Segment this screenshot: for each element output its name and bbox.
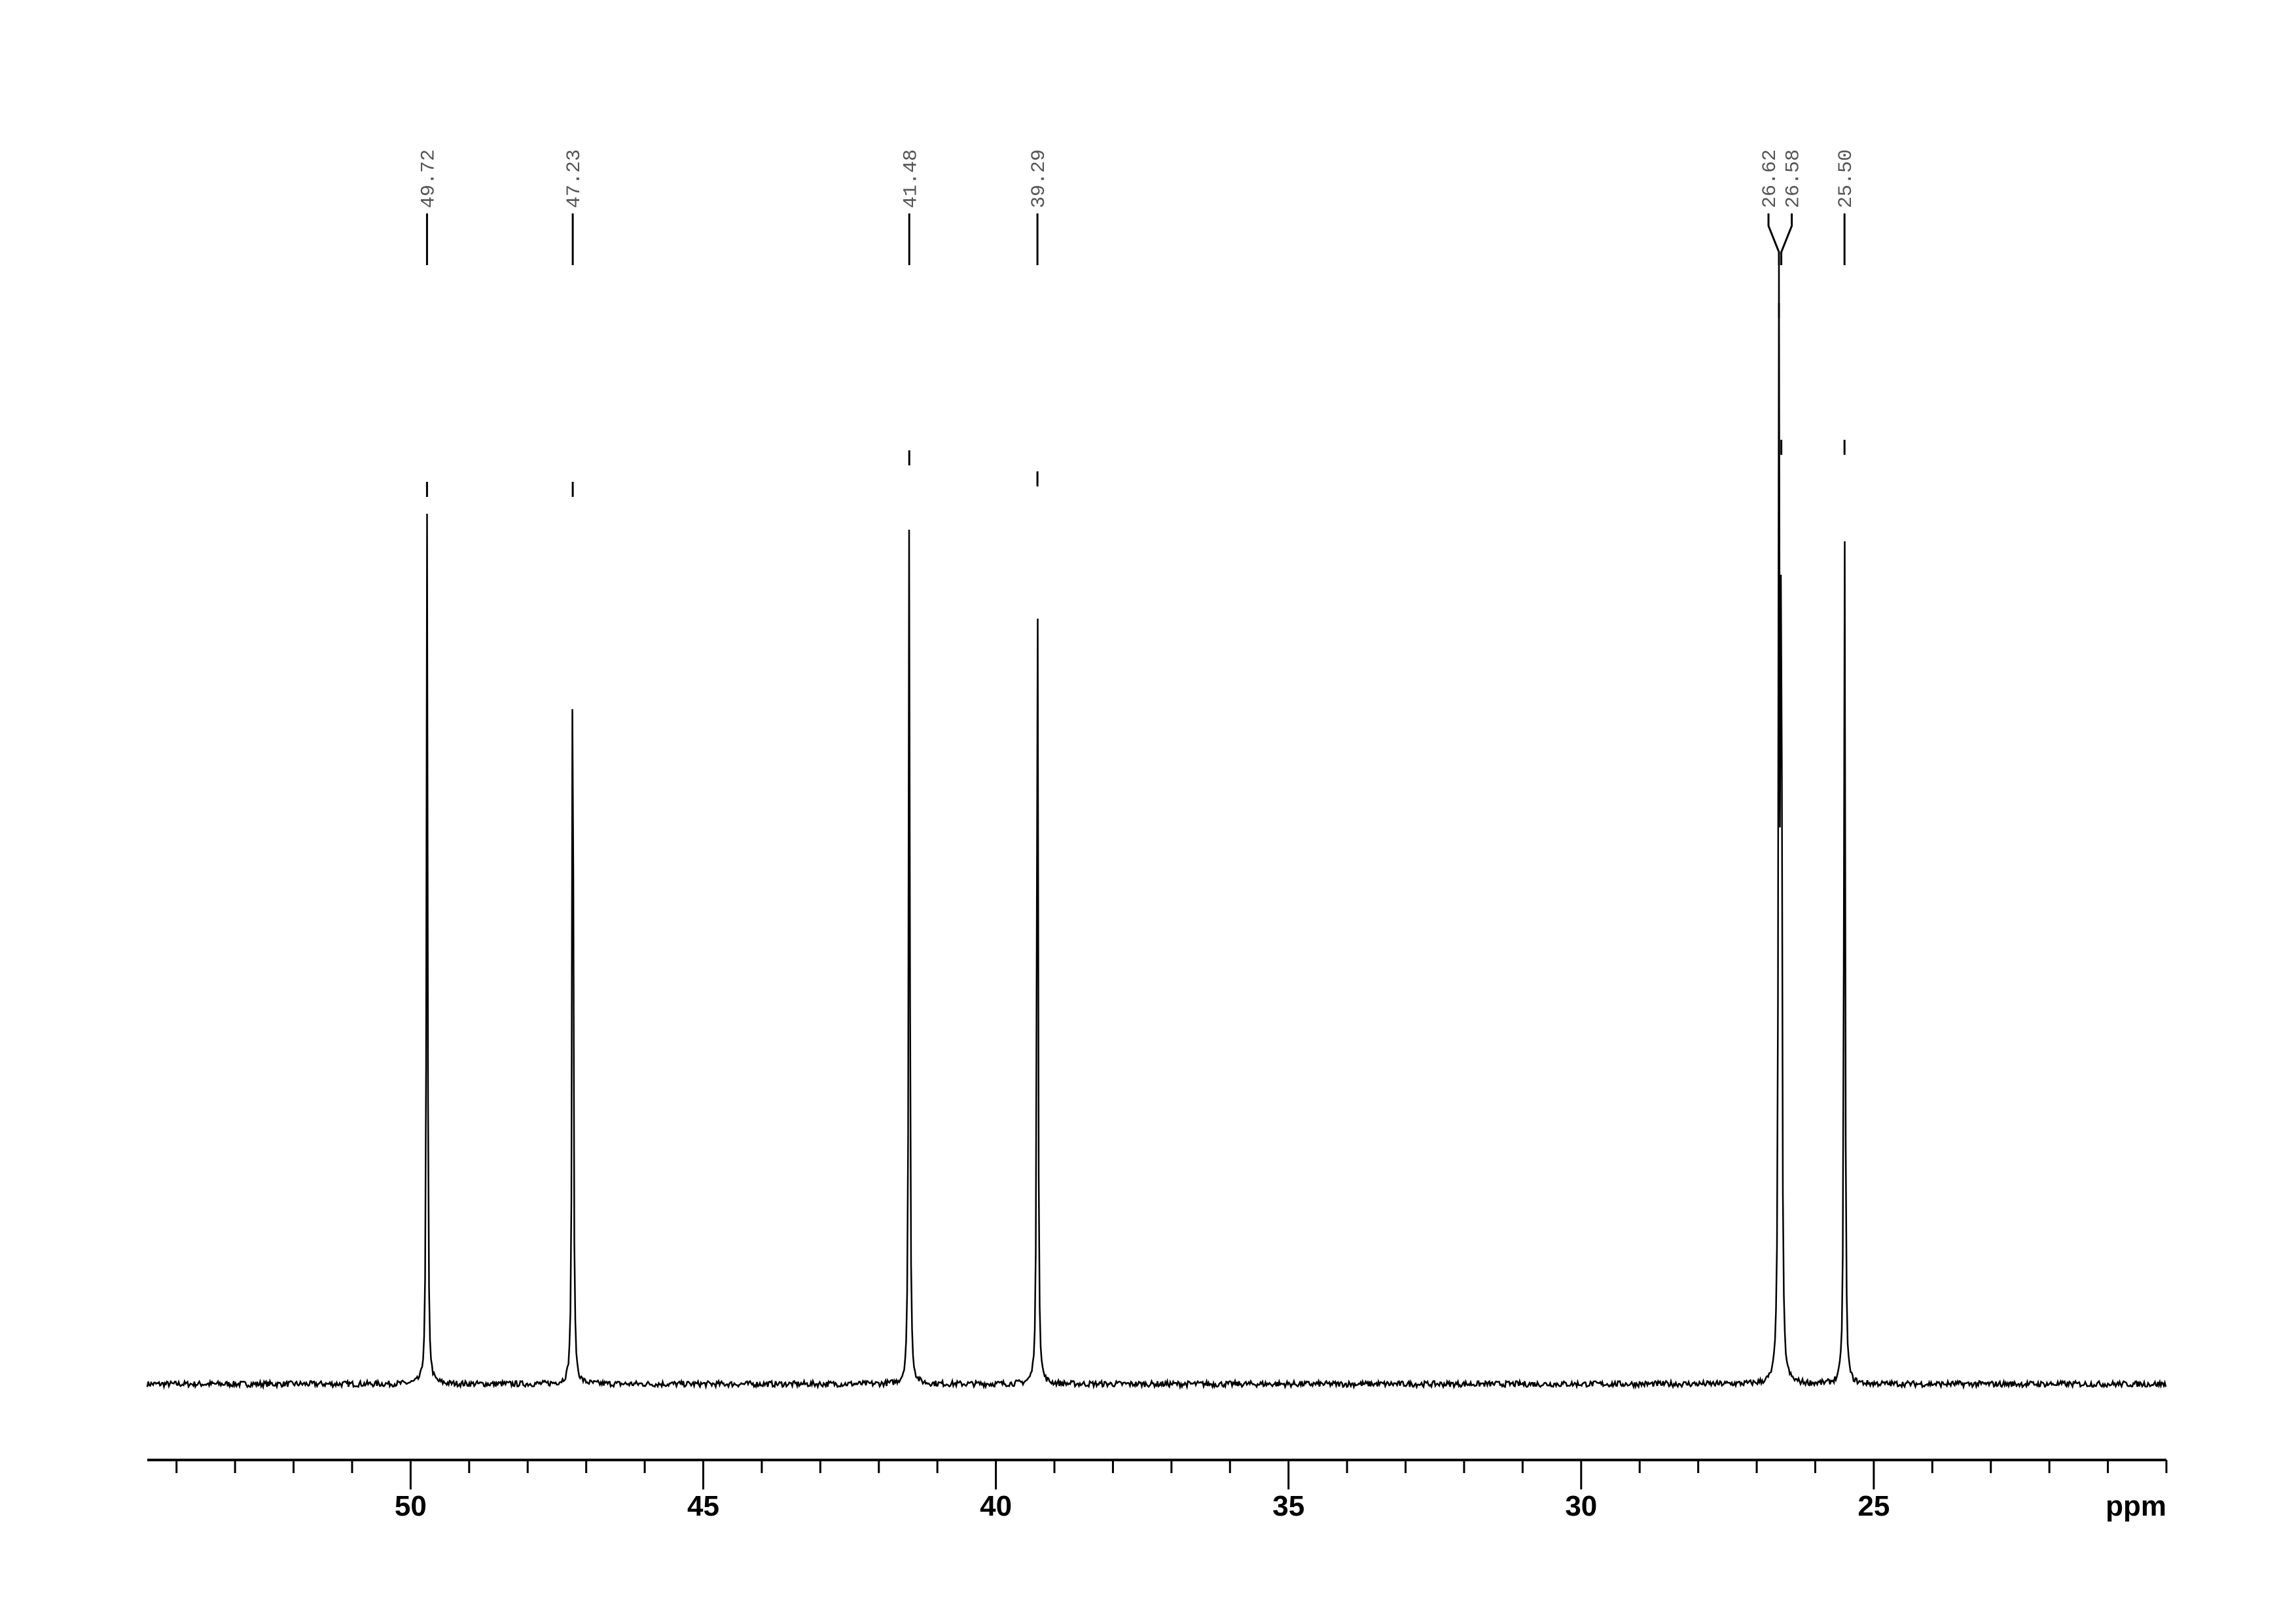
peak-label: 49.72 bbox=[418, 149, 440, 208]
tick-label: 45 bbox=[687, 1490, 719, 1522]
peak-label-connector bbox=[1767, 213, 1780, 265]
tick-label: 50 bbox=[395, 1490, 427, 1522]
peak-label: 26.62 bbox=[1759, 149, 1782, 208]
peak-labels: 49.72 47.23 41.48 39.29 26.62 26.58 25.50 bbox=[418, 149, 1857, 498]
x-axis-label: ppm bbox=[2106, 1490, 2166, 1522]
x-axis: 50 45 40 35 30 25 bbox=[147, 1459, 2168, 1522]
spectrum-trace bbox=[146, 257, 2167, 1391]
peak-label: 41.48 bbox=[900, 149, 922, 208]
peak-label: 25.50 bbox=[1835, 149, 1857, 208]
tick-label: 30 bbox=[1565, 1490, 1597, 1522]
tick-label: 35 bbox=[1272, 1490, 1304, 1522]
peak-label: 39.29 bbox=[1028, 149, 1050, 208]
peak-label: 26.58 bbox=[1783, 149, 1805, 208]
tick-label: 40 bbox=[980, 1490, 1012, 1522]
peak-label: 47.23 bbox=[564, 149, 586, 208]
tick-label: 25 bbox=[1857, 1490, 1890, 1522]
peak-label-connector bbox=[1780, 213, 1793, 265]
